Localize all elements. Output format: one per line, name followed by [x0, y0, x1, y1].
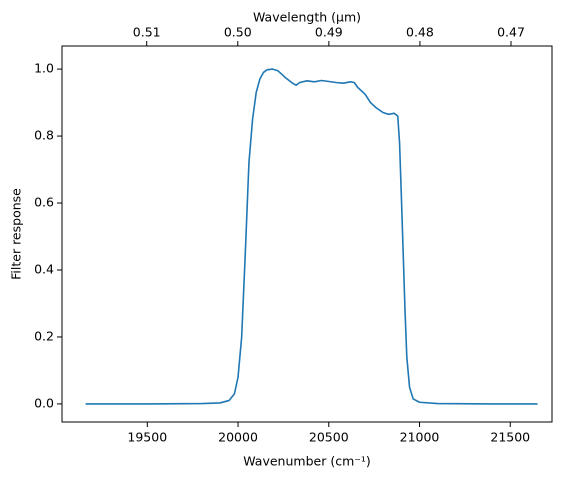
y-tick-label: 0.4 [34, 261, 54, 276]
axes-frame [61, 45, 553, 423]
x-tick-label: 21500 [490, 430, 530, 445]
x-tick-label: 21000 [400, 430, 440, 445]
y-tick-label: 0.2 [34, 328, 54, 343]
y-tick-label: 0.8 [34, 128, 54, 143]
x2-tick-label: 0.50 [224, 25, 252, 40]
y-tick-label: 0.0 [34, 395, 54, 410]
filter-curve [85, 68, 538, 405]
x2-tick-label: 0.49 [315, 25, 343, 40]
y-tick-label: 0.6 [34, 195, 54, 210]
x-tick-label: 20500 [309, 430, 349, 445]
x-tick-label: 19500 [127, 430, 167, 445]
x2-tick-label: 0.47 [497, 25, 525, 40]
x2-tick-label: 0.48 [406, 25, 434, 40]
x2-tick-label: 0.51 [133, 25, 161, 40]
y-axis-label: Filter response [9, 188, 24, 280]
y-tick-label: 1.0 [34, 61, 54, 76]
x-axis-label: Wavenumber (cm⁻¹) [243, 454, 370, 469]
x-tick-label: 20000 [218, 430, 258, 445]
x2-axis-label: Wavelength (μm) [253, 10, 361, 25]
